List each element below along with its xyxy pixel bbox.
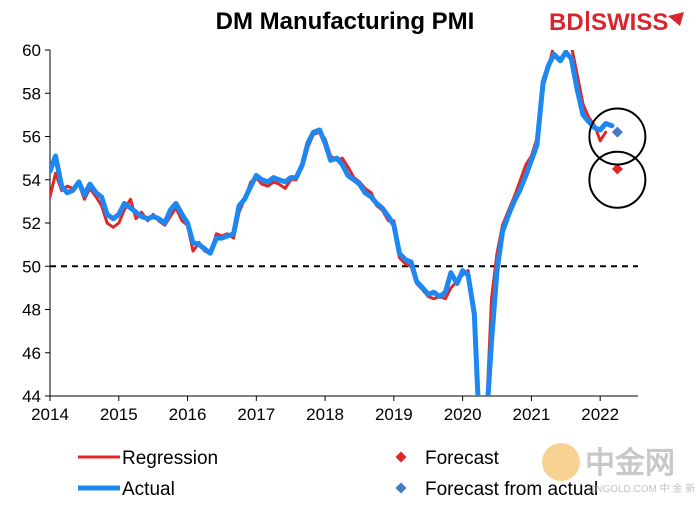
chart-plot-area bbox=[50, 50, 647, 396]
watermark-text: 中金网 bbox=[585, 446, 675, 480]
watermark-subtext: CNGOLD.COM 中 金 新 媒 体 bbox=[588, 482, 697, 495]
y-tick-label: 46 bbox=[22, 344, 41, 363]
legend-label-forecast-from-actual: Forecast from actual bbox=[425, 479, 598, 500]
legend-swatch-forecast bbox=[395, 451, 407, 463]
chart-legend: Regression Actual Forecast Forecast from ac… bbox=[78, 448, 598, 500]
x-tick-label: 2015 bbox=[100, 405, 138, 424]
y-tick-label: 50 bbox=[22, 257, 41, 276]
legend-label-regression: Regression bbox=[122, 448, 218, 469]
x-tick-label: 2017 bbox=[237, 405, 275, 424]
chart-title: DM Manufacturing PMI bbox=[216, 8, 475, 35]
y-tick-label: 44 bbox=[22, 387, 41, 406]
series-marker-forecast-from-actual bbox=[611, 126, 623, 138]
bdswiss-logo-arrow-icon bbox=[668, 12, 684, 26]
y-tick-label: 60 bbox=[22, 41, 41, 60]
bdswiss-logo-swiss: SWISS bbox=[591, 9, 668, 36]
x-tick-label: 2022 bbox=[581, 405, 619, 424]
bdswiss-logo-bd: BD bbox=[549, 9, 584, 36]
chart-axes: 44 46 48 50 52 54 56 58 60 2014 2015 2016 2017 2018 20… bbox=[22, 41, 638, 424]
legend-label-actual: Actual bbox=[122, 479, 175, 500]
x-tick-label: 2021 bbox=[512, 405, 550, 424]
series-line-regression bbox=[50, 50, 608, 396]
series-marker-forecast bbox=[611, 163, 623, 175]
y-tick-label: 54 bbox=[22, 171, 41, 190]
x-tick-label: 2020 bbox=[444, 405, 482, 424]
x-tick-label: 2014 bbox=[31, 405, 69, 424]
x-tick-label: 2016 bbox=[169, 405, 207, 424]
bdswiss-logo: BD SWISS bbox=[549, 9, 684, 36]
clipped-series bbox=[50, 50, 615, 396]
series-line-actual bbox=[50, 50, 615, 396]
y-tick-label: 48 bbox=[22, 301, 41, 320]
y-tick-label: 56 bbox=[22, 128, 41, 147]
bdswiss-logo-divider bbox=[586, 11, 589, 31]
watermark-logo-icon bbox=[542, 443, 580, 481]
annotation-circle bbox=[588, 150, 647, 209]
y-tick-label: 58 bbox=[22, 84, 41, 103]
annotation-circle bbox=[588, 107, 647, 166]
legend-swatch-forecast-from-actual bbox=[395, 482, 407, 494]
x-tick-label: 2019 bbox=[375, 405, 413, 424]
x-tick-label: 2018 bbox=[306, 405, 344, 424]
y-tick-label: 52 bbox=[22, 214, 41, 233]
legend-label-forecast: Forecast bbox=[425, 448, 500, 469]
cngold-watermark: 中金网 CNGOLD.COM 中 金 新 媒 体 bbox=[542, 443, 697, 495]
